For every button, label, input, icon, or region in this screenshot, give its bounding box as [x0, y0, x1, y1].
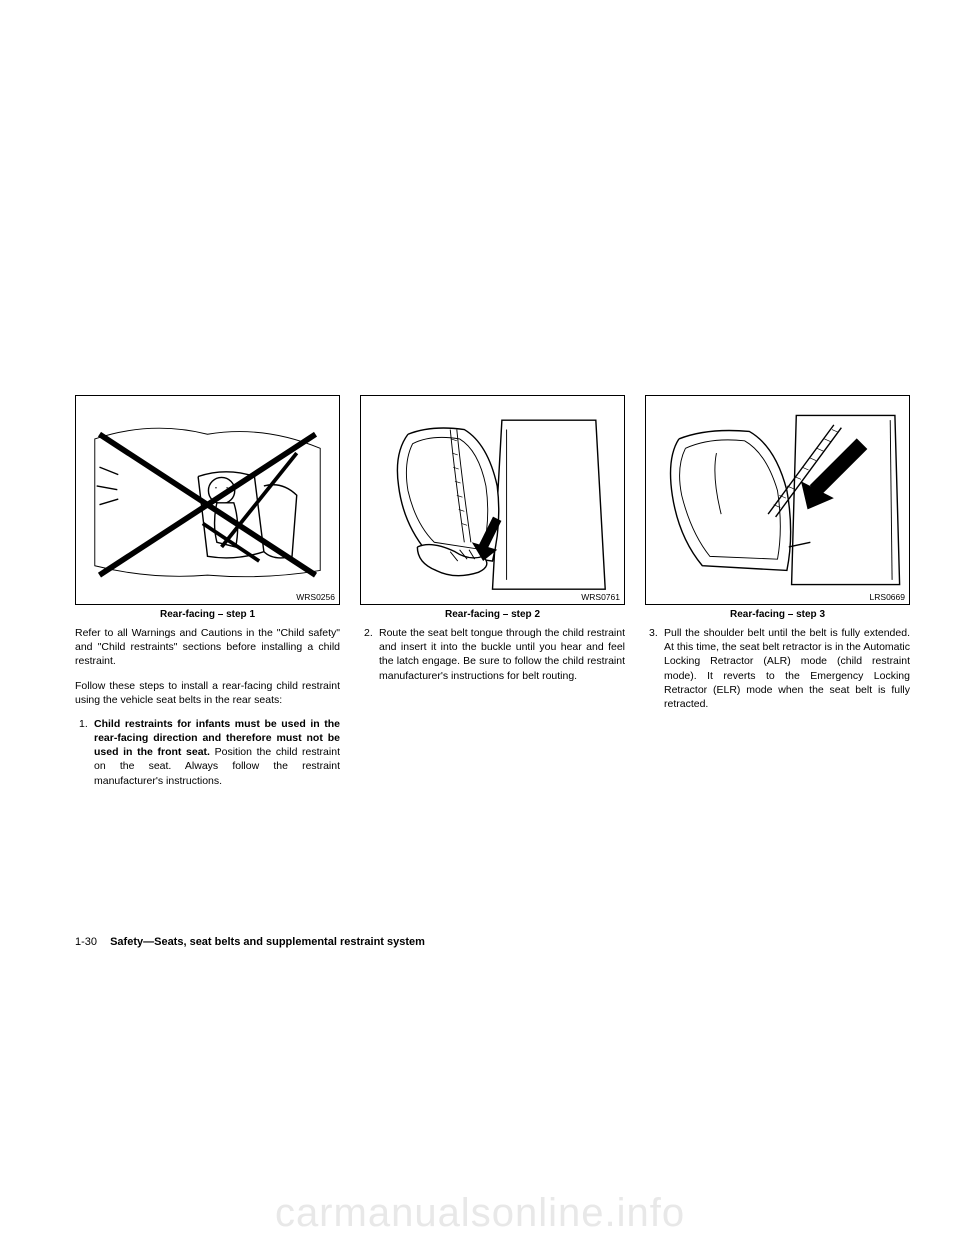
page-number: 1-30 [75, 936, 97, 948]
page-footer: 1-30 Safety—Seats, seat belts and supple… [75, 936, 425, 948]
list-body: Child restraints for infants must be use… [94, 717, 340, 788]
list-number: 1. [79, 717, 94, 788]
list-body: Route the seat belt tongue through the c… [379, 626, 625, 683]
rest-text: Route the seat belt tongue through the c… [379, 627, 625, 682]
section-title: Safety—Seats, seat belts and supplementa… [110, 936, 425, 948]
figure-step-3: LRS0669 [645, 395, 910, 605]
figure-step-1: WRS0256 [75, 395, 340, 605]
list-item-3: 3. Pull the shoulder belt until the belt… [645, 626, 910, 711]
child-seat-crossed-icon [76, 396, 339, 604]
column-1-body: Refer to all Warnings and Cautions in th… [75, 626, 340, 796]
buckle-seat-belt-icon [361, 396, 624, 604]
figure-code-1: WRS0256 [296, 592, 335, 602]
list-item-2: 2. Route the seat belt tongue through th… [360, 626, 625, 683]
figure-caption-1: Rear-facing – step 1 [75, 609, 340, 620]
column-2: WRS0761 Rear-facing – step 2 2. Route th… [360, 395, 625, 796]
para: Follow these steps to install a rear-fac… [75, 679, 340, 707]
list-number: 2. [364, 626, 379, 683]
list-body: Pull the shoulder belt until the belt is… [664, 626, 910, 711]
rest-text: Pull the shoulder belt until the belt is… [664, 627, 910, 710]
figure-step-2: WRS0761 [360, 395, 625, 605]
list-item-1: 1. Child restraints for infants must be … [75, 717, 340, 788]
column-3: LRS0669 Rear-facing – step 3 3. Pull the… [645, 395, 910, 796]
figure-code-3: LRS0669 [870, 592, 905, 602]
para: Refer to all Warnings and Cautions in th… [75, 626, 340, 669]
column-1: WRS0256 Rear-facing – step 1 Refer to al… [75, 395, 340, 796]
watermark: carmanualsonline.info [0, 1191, 960, 1236]
figure-caption-2: Rear-facing – step 2 [360, 609, 625, 620]
figure-caption-3: Rear-facing – step 3 [645, 609, 910, 620]
figure-code-2: WRS0761 [581, 592, 620, 602]
column-3-body: 3. Pull the shoulder belt until the belt… [645, 626, 910, 719]
page-content: WRS0256 Rear-facing – step 1 Refer to al… [75, 395, 910, 796]
list-number: 3. [649, 626, 664, 711]
pull-belt-arrow-icon [646, 396, 909, 604]
column-2-body: 2. Route the seat belt tongue through th… [360, 626, 625, 691]
